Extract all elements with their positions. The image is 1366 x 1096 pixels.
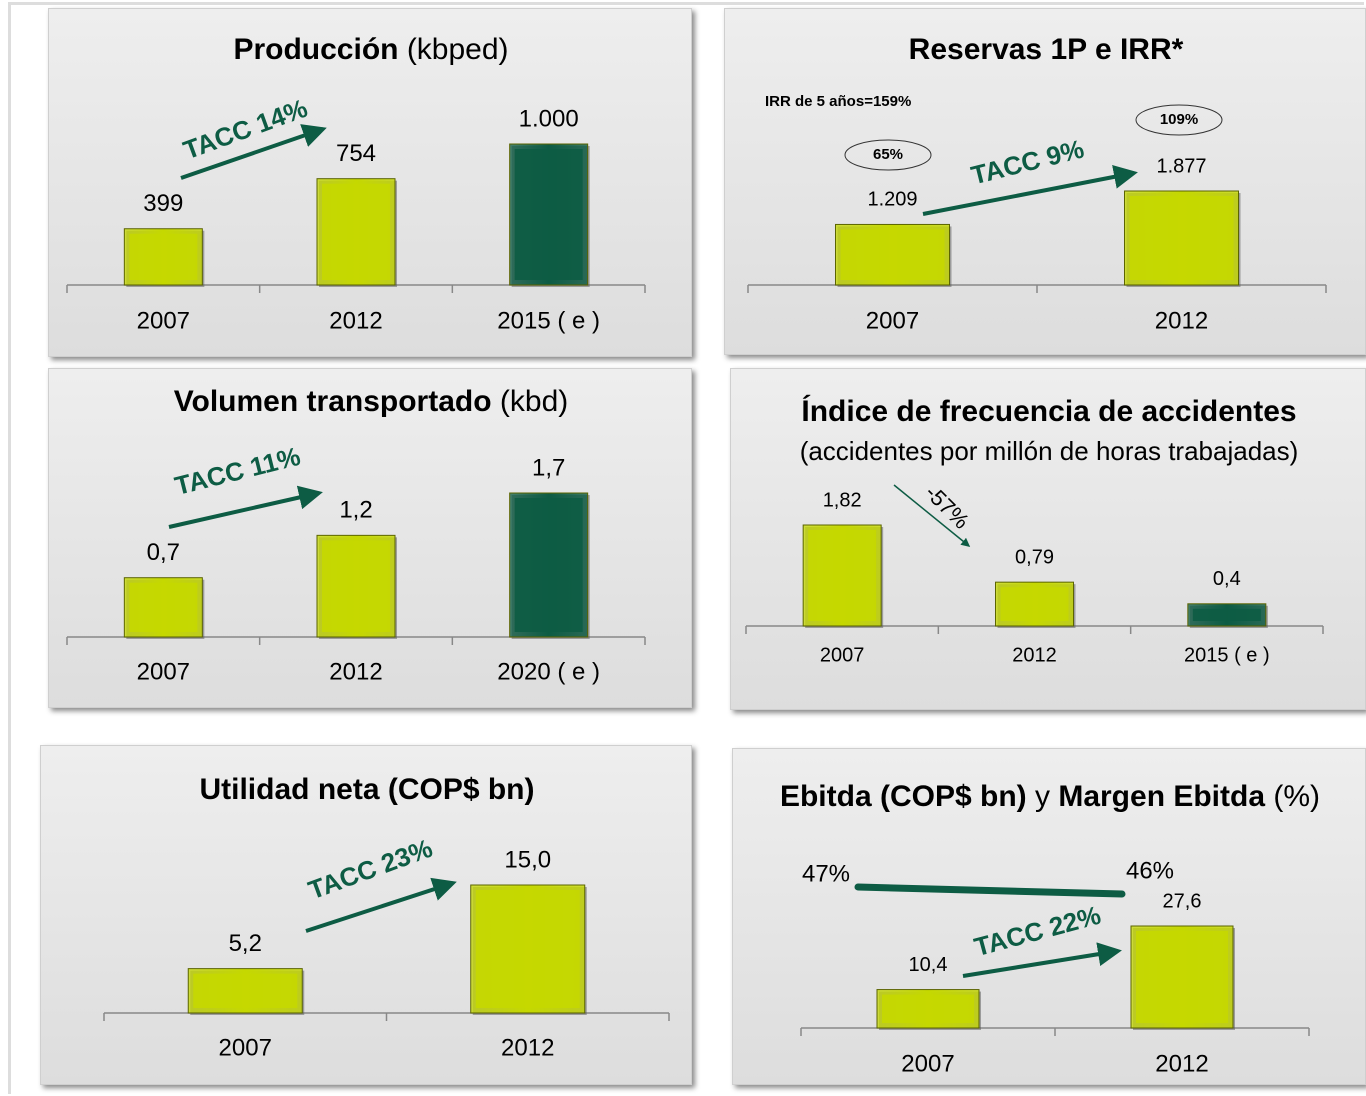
x-tick-label: 2007	[137, 658, 190, 685]
x-tick-label: 2012	[1155, 1050, 1208, 1077]
chart-subtitle: (accidentes por millón de horas trabajad…	[800, 436, 1299, 466]
bar-bevel	[322, 540, 390, 632]
x-tick-label: 2007	[866, 307, 919, 334]
label-oval	[1135, 104, 1223, 136]
value-label: 1.877	[1156, 155, 1206, 177]
chart-panel: Reservas 1P e IRR* IRR de 5 años=159% 1.20…	[724, 8, 1366, 355]
bar-bevel	[322, 183, 390, 280]
value-label: 10,4	[909, 954, 948, 976]
value-label: 1.209	[867, 189, 917, 211]
x-tick-label: 2015 ( e )	[497, 307, 600, 334]
annotation: TACC 9%	[968, 133, 1087, 190]
title-part: (COP$ bn)	[880, 780, 1027, 813]
chart-panel: Volumen transportado (kbd) 0,7 2007 1,2 2012…	[48, 368, 692, 708]
value-label: 0,79	[1015, 546, 1054, 568]
bar-bevel	[1192, 608, 1261, 621]
bar-bevel	[129, 233, 198, 280]
chart-title: Ebitda (COP$ bn) y Margen Ebitda (%)	[780, 780, 1320, 813]
x-tick-label: 2007	[901, 1050, 954, 1077]
chart-panel: Ebitda (COP$ bn) y Margen Ebitda (%) 10,4…	[732, 748, 1366, 1085]
title-part: (%)	[1273, 780, 1320, 813]
frame	[8, 2, 1364, 1094]
chart-title: Utilidad neta (COP$ bn)	[199, 773, 534, 806]
x-tick-label: 2012	[1012, 644, 1057, 666]
x-tick-label: 2012	[1155, 307, 1208, 334]
label-oval	[844, 139, 932, 171]
value-label: 1,82	[823, 489, 862, 511]
annotation: -57%	[920, 480, 974, 534]
bar-bevel	[1129, 196, 1234, 280]
line-label: 46%	[1126, 857, 1174, 884]
chart-panel: Índice de frecuencia de accidentes (accid…	[730, 368, 1366, 710]
trend-arrow	[168, 485, 323, 529]
chart-title: Producción (kbped)	[233, 33, 508, 66]
value-label: 5,2	[229, 930, 262, 957]
bar-bevel	[129, 582, 198, 632]
x-tick-label: 2007	[219, 1034, 272, 1061]
value-label: 1,7	[532, 454, 565, 481]
x-tick-label: 2012	[501, 1034, 554, 1061]
circled-label: 65%	[873, 146, 903, 163]
annotation: TACC 22%	[971, 900, 1104, 963]
chart-title: Reservas 1P e IRR*	[909, 33, 1184, 66]
title-part: Índice de frecuencia de accidentes	[801, 394, 1296, 428]
x-tick-label: 2015 ( e )	[1184, 644, 1270, 666]
value-label: 15,0	[504, 846, 551, 873]
value-label: 754	[336, 140, 376, 167]
bar-bevel	[840, 229, 945, 280]
annotation: TACC 11%	[172, 441, 304, 501]
bar-bevel	[808, 530, 877, 621]
note: IRR de 5 años=159%	[765, 93, 911, 110]
bar-bevel	[475, 890, 580, 1008]
title-part: Margen Ebitda	[1058, 780, 1265, 813]
trend-arrow	[922, 165, 1138, 216]
x-tick-label: 2020 ( e )	[497, 658, 600, 685]
x-tick-label: 2007	[137, 307, 190, 334]
x-tick-label: 2007	[820, 644, 865, 666]
title-part: Ebitda	[780, 780, 872, 813]
bar-bevel	[882, 994, 974, 1023]
x-tick-label: 2012	[329, 307, 382, 334]
title-part: (kbped)	[407, 33, 509, 66]
chart-title: Índice de frecuencia de accidentes	[801, 394, 1296, 428]
value-label: 399	[143, 190, 183, 217]
title-part: Producción	[233, 33, 398, 66]
value-label: 1.000	[519, 105, 579, 132]
bar-bevel	[1136, 931, 1228, 1023]
bar-bevel	[193, 973, 298, 1008]
value-label: 27,6	[1163, 890, 1202, 912]
chart-title: Volumen transportado (kbd)	[174, 385, 569, 418]
value-label: 1,2	[339, 497, 372, 524]
title-part: y	[1035, 780, 1050, 813]
trend-arrow	[893, 484, 971, 547]
title-part: (kbd)	[500, 385, 568, 418]
title-part: Reservas 1P e IRR*	[909, 33, 1184, 66]
trend-arrow	[962, 942, 1122, 978]
chart-panel: Producción (kbped) 399 2007 754 2012 1.000 201…	[48, 8, 692, 357]
bar-bevel	[514, 149, 583, 280]
line-label: 47%	[802, 860, 850, 887]
value-label: 0,7	[147, 539, 180, 566]
title-part: Utilidad neta (COP$ bn)	[199, 773, 534, 806]
bar-bevel	[1000, 587, 1069, 621]
value-label: 0,4	[1213, 568, 1241, 590]
circled-label: 109%	[1160, 111, 1198, 128]
title-part: Volumen transportado	[174, 385, 492, 418]
bar-bevel	[514, 498, 583, 632]
trend-arrow	[305, 877, 457, 933]
x-tick-label: 2012	[329, 658, 382, 685]
margin-line	[854, 883, 1126, 898]
trend-arrow	[180, 124, 327, 180]
chart-panel: Utilidad neta (COP$ bn)5,2200715,02012TA…	[40, 745, 692, 1085]
